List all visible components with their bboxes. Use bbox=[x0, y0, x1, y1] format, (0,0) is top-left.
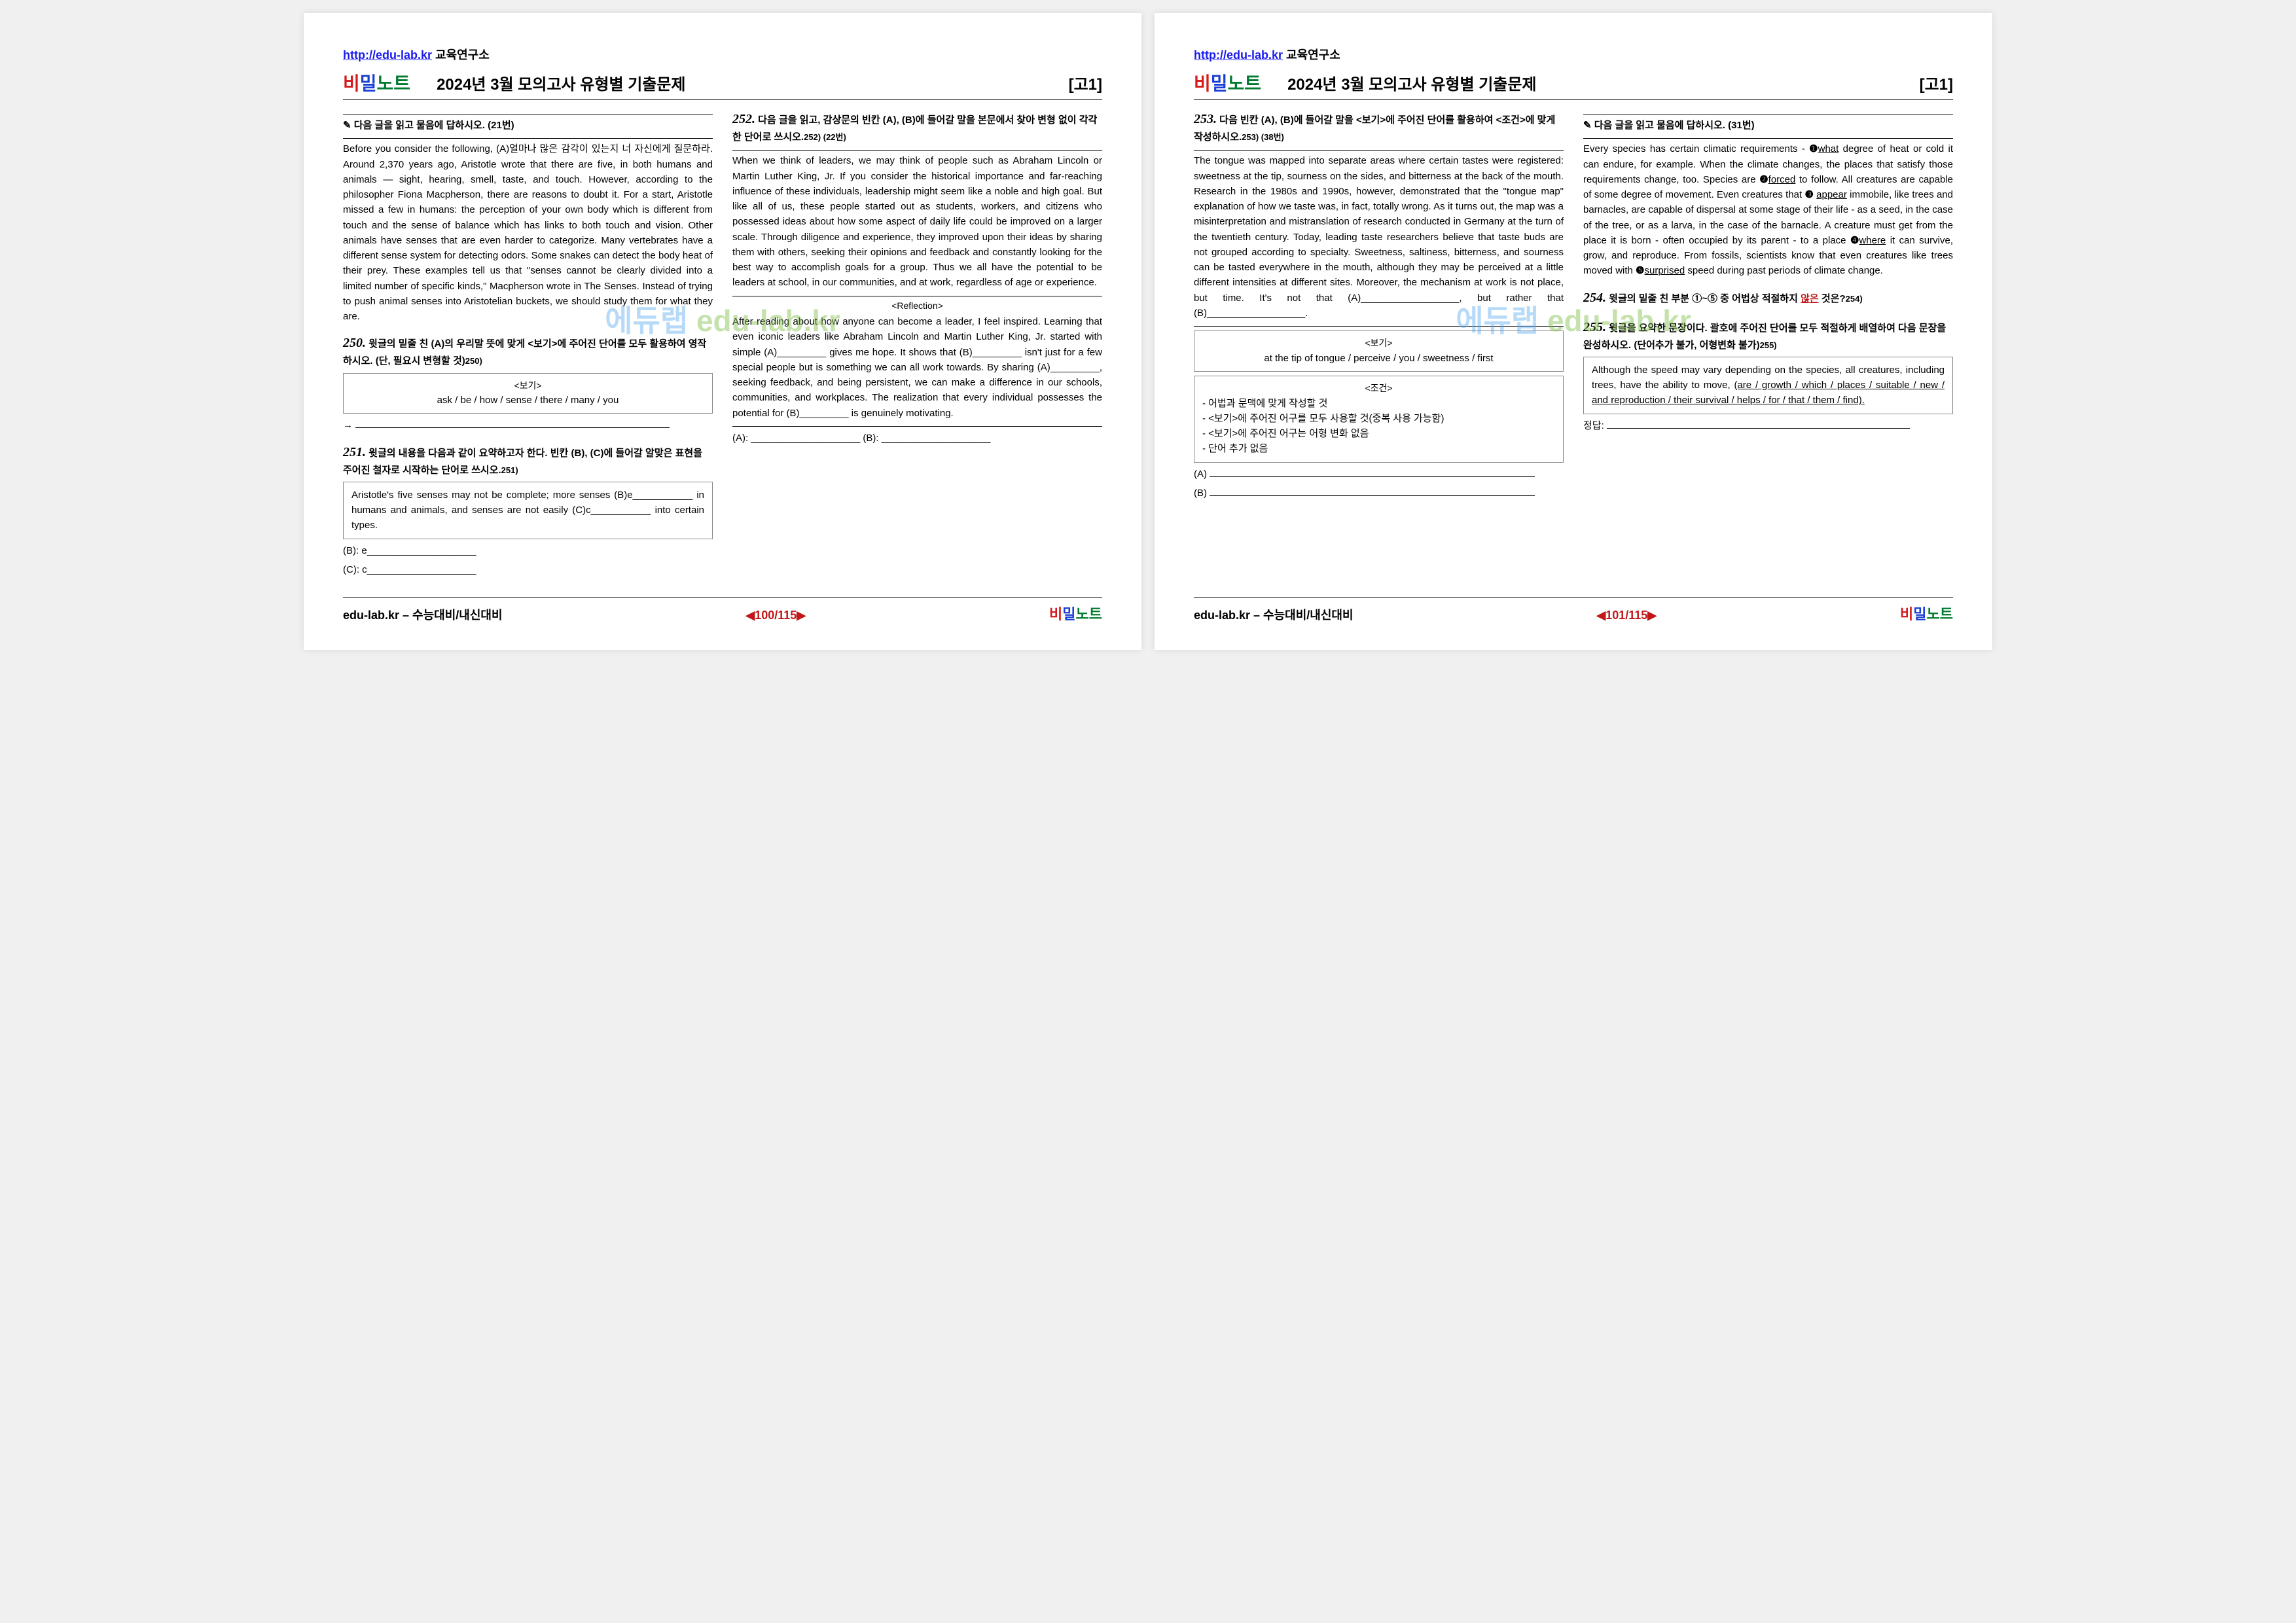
q251-number: 251. bbox=[343, 445, 366, 459]
question-254: 254. 윗글의 밑줄 친 부분 ①~⑤ 중 어법상 적절하지 않은 것은?25… bbox=[1583, 288, 1953, 308]
q253-cond-1: - 어법과 문맥에 맞게 작성할 것 bbox=[1202, 396, 1555, 411]
brand-logo: 비밀노트 bbox=[343, 69, 410, 96]
q253-cond-3: - <보기>에 주어진 어구는 어형 변화 없음 bbox=[1202, 426, 1555, 441]
passage-31: Every species has certain climatic requi… bbox=[1583, 141, 1953, 278]
source-link-suffix: 교육연구소 bbox=[1283, 48, 1340, 62]
q253-box-cond-title: <조건> bbox=[1202, 382, 1555, 396]
q250-box-title: <보기> bbox=[351, 379, 704, 393]
section-head-31: 다음 글을 읽고 물음에 답하시오. (31번) bbox=[1583, 118, 1953, 133]
q253-box-cond: <조건> - 어법과 문맥에 맞게 작성할 것 - <보기>에 주어진 어구를 … bbox=[1194, 376, 1564, 463]
q253-box-bogi-title: <보기> bbox=[1202, 336, 1555, 351]
q252-passage: When we think of leaders, we may think o… bbox=[732, 153, 1102, 290]
footer-brand: 비밀노트 bbox=[1900, 603, 1953, 624]
grade-tag: [고1] bbox=[1920, 71, 1953, 94]
q251-text: 윗글의 내용을 다음과 같이 요약하고자 한다. 빈칸 (B), (C)에 들어… bbox=[343, 448, 702, 476]
footer-left-page: edu-lab.kr – 수능대비/내신대비 ◀100/115▶ 비밀노트 bbox=[343, 597, 1102, 624]
q250-box: <보기> ask / be / how / sense / there / ma… bbox=[343, 373, 713, 414]
q253-note: 253) (38번) bbox=[1242, 132, 1284, 142]
q254-number: 254. bbox=[1583, 291, 1606, 305]
page-indicator-right: ◀101/115▶ bbox=[1596, 609, 1657, 622]
q250-note: 250) bbox=[465, 356, 482, 366]
header: 비밀노트 2024년 3월 모의고사 유형별 기출문제 [고1] bbox=[1194, 69, 1953, 100]
q252-number: 252. bbox=[732, 112, 755, 126]
section-head-21: 다음 글을 읽고 물음에 답하시오. (21번) bbox=[343, 118, 713, 133]
q251-box: Aristotle's five senses may not be compl… bbox=[343, 482, 713, 539]
top-link-row: http://edu-lab.kr 교육연구소 bbox=[1194, 46, 1953, 63]
q253-box-bogi-content: at the tip of tongue / perceive / you / … bbox=[1202, 351, 1555, 366]
q253-cond-4: - 단어 추가 없음 bbox=[1202, 441, 1555, 456]
q251-answer-b: (B): e____________________ bbox=[343, 543, 713, 558]
columns-right-page: 253. 다음 빈칸 (A), (B)에 들어갈 말을 <보기>에 주어진 단어… bbox=[1194, 109, 1953, 577]
question-251: 251. 윗글의 내용을 다음과 같이 요약하고자 한다. 빈칸 (B), (C… bbox=[343, 442, 713, 578]
q250-box-content: ask / be / how / sense / there / many / … bbox=[351, 393, 704, 408]
q253-cond-2: - <보기>에 주어진 어구를 모두 사용할 것(중복 사용 가능함) bbox=[1202, 411, 1555, 426]
q252-reflection: After reading about how anyone can becom… bbox=[732, 314, 1102, 421]
q254-note: 254) bbox=[1846, 294, 1863, 304]
q250-text: 윗글의 밑줄 친 (A)의 우리말 뜻에 맞게 <보기>에 주어진 단어를 모두… bbox=[343, 338, 706, 366]
page-left: http://edu-lab.kr 교육연구소 비밀노트 2024년 3월 모의… bbox=[304, 13, 1141, 650]
footer-brand: 비밀노트 bbox=[1049, 603, 1102, 624]
right-col: 다음 글을 읽고 물음에 답하시오. (31번) Every species h… bbox=[1583, 109, 1953, 577]
q253-answer-a: (A) bbox=[1194, 467, 1564, 482]
spread: http://edu-lab.kr 교육연구소 비밀노트 2024년 3월 모의… bbox=[0, 0, 2296, 663]
source-link-suffix: 교육연구소 bbox=[432, 48, 490, 62]
footer-left-text: edu-lab.kr – 수능대비/내신대비 bbox=[1194, 606, 1354, 623]
passage-21: Before you consider the following, (A)얼마… bbox=[343, 141, 713, 324]
exam-title: 2024년 3월 모의고사 유형별 기출문제 bbox=[437, 71, 685, 94]
source-link[interactable]: http://edu-lab.kr bbox=[1194, 48, 1283, 62]
page-right: http://edu-lab.kr 교육연구소 비밀노트 2024년 3월 모의… bbox=[1155, 13, 1992, 650]
q253-number: 253. bbox=[1194, 112, 1217, 126]
q252-text: 다음 글을 읽고, 감상문의 빈칸 (A), (B)에 들어갈 말을 본문에서 … bbox=[732, 115, 1097, 143]
q250-answer: → bbox=[343, 418, 713, 433]
q252-answer: (A): ____________________ (B): _________… bbox=[732, 431, 1102, 446]
page-indicator-left: ◀100/115▶ bbox=[745, 609, 806, 622]
q251-answer-c: (C): c____________________ bbox=[343, 562, 713, 577]
q252-reflection-title: <Reflection> bbox=[732, 299, 1102, 313]
q250-number: 250. bbox=[343, 336, 366, 350]
header: 비밀노트 2024년 3월 모의고사 유형별 기출문제 [고1] bbox=[343, 69, 1102, 100]
q255-number: 255. bbox=[1583, 320, 1606, 334]
brand-logo: 비밀노트 bbox=[1194, 69, 1261, 96]
top-link-row: http://edu-lab.kr 교육연구소 bbox=[343, 46, 1102, 63]
left-col: 다음 글을 읽고 물음에 답하시오. (21번) Before you cons… bbox=[343, 109, 713, 577]
q253-passage: The tongue was mapped into separate area… bbox=[1194, 153, 1564, 321]
footer-left-text: edu-lab.kr – 수능대비/내신대비 bbox=[343, 606, 503, 623]
columns-left-page: 다음 글을 읽고 물음에 답하시오. (21번) Before you cons… bbox=[343, 109, 1102, 577]
right-col: 252. 다음 글을 읽고, 감상문의 빈칸 (A), (B)에 들어갈 말을 … bbox=[732, 109, 1102, 577]
q252-note: 252) (22번) bbox=[804, 132, 846, 142]
grade-tag: [고1] bbox=[1069, 71, 1102, 94]
q253-answer-b: (B) bbox=[1194, 486, 1564, 501]
left-col: 253. 다음 빈칸 (A), (B)에 들어갈 말을 <보기>에 주어진 단어… bbox=[1194, 109, 1564, 577]
q255-box: Although the speed may vary depending on… bbox=[1583, 357, 1953, 414]
question-255: 255. 윗글을 요약한 문장이다. 괄호에 주어진 단어를 모두 적절하게 배… bbox=[1583, 317, 1953, 433]
q255-answer: 정답: bbox=[1583, 418, 1953, 433]
q251-note: 251) bbox=[501, 465, 518, 475]
question-252: 252. 다음 글을 읽고, 감상문의 빈칸 (A), (B)에 들어갈 말을 … bbox=[732, 109, 1102, 446]
source-link[interactable]: http://edu-lab.kr bbox=[343, 48, 432, 62]
q253-box-bogi: <보기> at the tip of tongue / perceive / y… bbox=[1194, 330, 1564, 372]
footer-right-page: edu-lab.kr – 수능대비/내신대비 ◀101/115▶ 비밀노트 bbox=[1194, 597, 1953, 624]
question-253: 253. 다음 빈칸 (A), (B)에 들어갈 말을 <보기>에 주어진 단어… bbox=[1194, 109, 1564, 501]
q254-text: 윗글의 밑줄 친 부분 ①~⑤ 중 어법상 적절하지 않은 것은? bbox=[1609, 293, 1845, 304]
q255-note: 255) bbox=[1760, 340, 1777, 350]
question-250: 250. 윗글의 밑줄 친 (A)의 우리말 뜻에 맞게 <보기>에 주어진 단… bbox=[343, 333, 713, 433]
exam-title: 2024년 3월 모의고사 유형별 기출문제 bbox=[1287, 71, 1536, 94]
